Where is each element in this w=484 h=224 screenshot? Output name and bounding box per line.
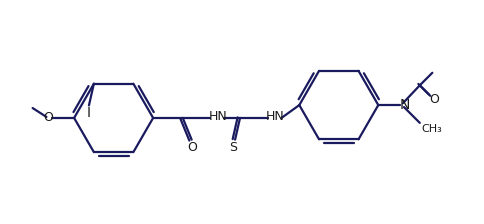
Text: O: O: [429, 93, 439, 106]
Text: CH₃: CH₃: [421, 124, 441, 134]
Text: S: S: [228, 141, 237, 154]
Text: HN: HN: [266, 110, 285, 123]
Text: I: I: [87, 106, 91, 120]
Text: N: N: [399, 98, 409, 112]
Text: O: O: [44, 111, 53, 124]
Text: HN: HN: [209, 110, 227, 123]
Text: O: O: [187, 141, 197, 154]
